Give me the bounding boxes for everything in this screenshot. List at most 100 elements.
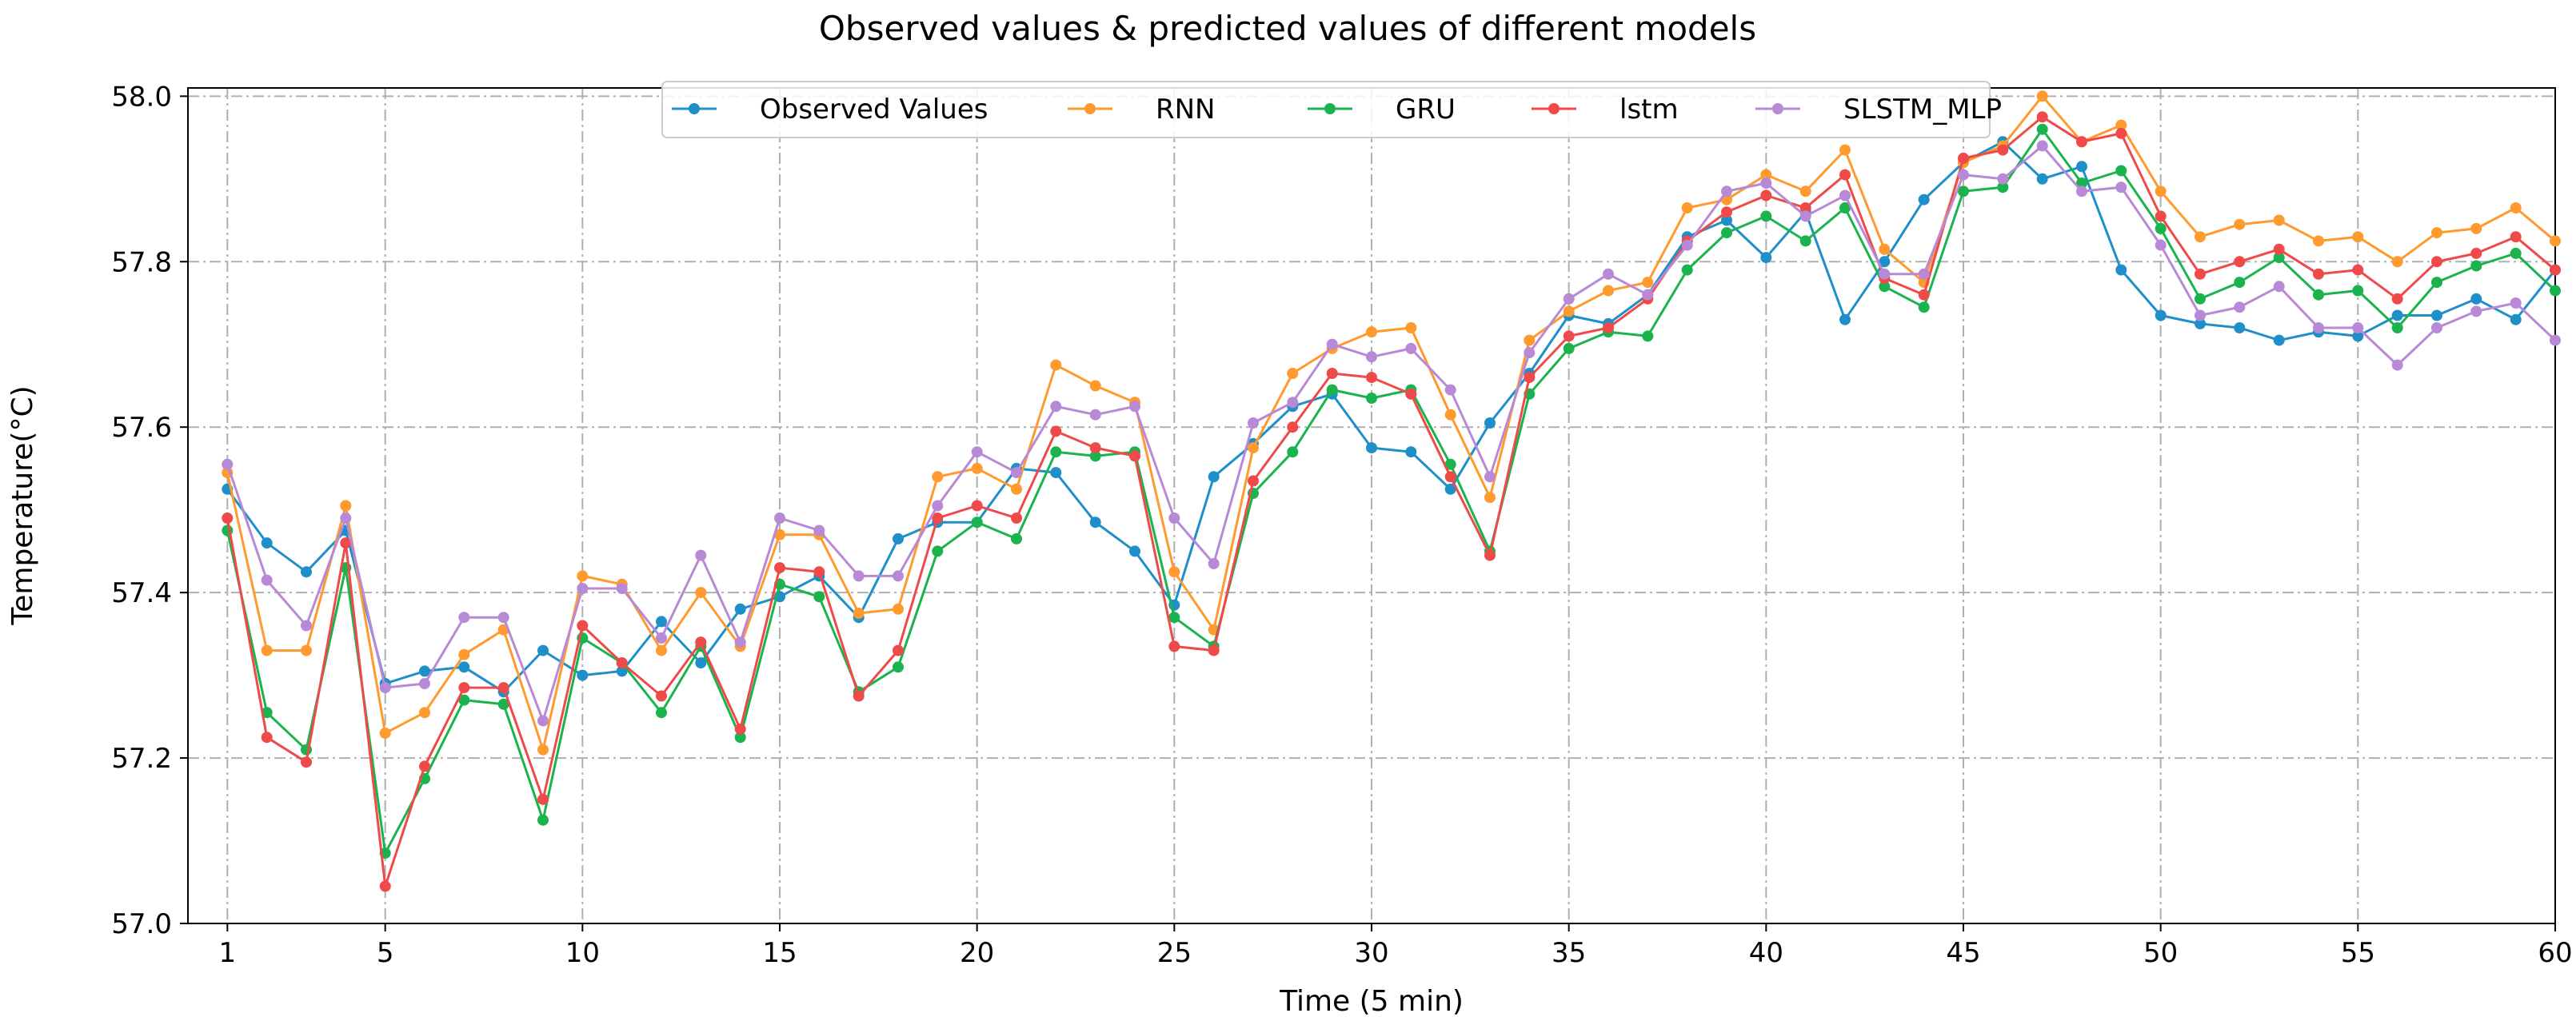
legend-marker-observed-values: [689, 103, 700, 114]
slstm-mlp-point: [1603, 268, 1614, 280]
lstm-point: [458, 682, 470, 694]
observed-values-point: [656, 616, 667, 628]
lstm-point: [1287, 421, 1299, 433]
slstm-mlp-point: [2550, 334, 2561, 346]
lstm-point: [2076, 136, 2087, 148]
observed-values-point: [2352, 330, 2364, 342]
observed-values-point: [2155, 309, 2167, 321]
rnn-point: [853, 608, 865, 619]
lstm-point: [2352, 264, 2364, 276]
lstm-point: [1248, 475, 1259, 487]
x-tick-label: 15: [762, 937, 797, 969]
rnn-point: [537, 744, 549, 756]
gru-point: [2155, 222, 2167, 234]
lstm-point: [2391, 293, 2403, 305]
gru-point: [1879, 281, 1891, 293]
lstm-point: [1839, 169, 1851, 181]
lstm-line: [226, 115, 2556, 887]
slstm-mlp-point: [656, 632, 667, 644]
rnn-point: [301, 644, 312, 656]
gru-point: [1011, 532, 1022, 544]
series-gru: [222, 123, 2561, 859]
slstm-mlp-point: [340, 513, 352, 524]
observed-values-point: [301, 566, 312, 578]
rnn-point: [1168, 566, 1180, 578]
lstm-point: [853, 690, 865, 702]
x-tick-label: 10: [565, 937, 600, 969]
lstm-point: [774, 562, 785, 574]
slstm-mlp-point: [2313, 322, 2324, 333]
slstm-mlp-point: [1089, 409, 1101, 421]
lstm-point: [261, 732, 273, 744]
observed-values-point: [1129, 545, 1140, 557]
slstm-mlp-point: [458, 612, 470, 624]
slstm-mlp-point: [537, 715, 549, 727]
slstm-mlp-point: [261, 574, 273, 586]
lstm-point: [2470, 247, 2482, 259]
gru-point: [2234, 277, 2246, 289]
rnn-point: [2115, 119, 2127, 131]
gru-point: [2195, 293, 2206, 305]
slstm-mlp-point: [1129, 401, 1140, 413]
slstm-mlp-point: [1484, 471, 1496, 483]
rnn-point: [1839, 144, 1851, 156]
gru-point: [1997, 181, 2009, 193]
observed-values-point: [2195, 317, 2206, 329]
rnn-point: [2550, 235, 2561, 247]
rnn-point: [379, 728, 391, 739]
x-tick-label: 40: [1749, 937, 1783, 969]
slstm-mlp-point: [1287, 397, 1299, 409]
rnn-point: [2510, 202, 2522, 213]
observed-values-point: [2036, 173, 2048, 185]
observed-values-point: [1050, 467, 1062, 479]
slstm-mlp-point: [2195, 309, 2206, 321]
gru-point: [1721, 227, 1732, 239]
gru-point: [1918, 301, 1930, 313]
lstm-point: [971, 500, 983, 512]
lstm-point: [1799, 202, 1811, 213]
slstm-mlp-point: [813, 524, 825, 536]
observed-values-point: [1918, 193, 1930, 205]
rnn-point: [695, 587, 707, 599]
rnn-point: [2195, 231, 2206, 243]
rnn-point: [1563, 305, 1575, 317]
y-tick-label: 57.0: [111, 908, 172, 940]
lstm-point: [616, 657, 628, 669]
rnn-point: [1444, 409, 1456, 421]
observed-values-point: [2115, 264, 2127, 276]
gru-point: [2550, 285, 2561, 297]
rnn-point: [1248, 442, 1259, 454]
lstm-point: [656, 690, 667, 702]
slstm-mlp-point: [853, 570, 865, 582]
observed-values-point: [893, 532, 904, 544]
lstm-point: [893, 644, 904, 656]
legend-marker-gru: [1324, 103, 1336, 114]
x-tick-label: 1: [219, 937, 237, 969]
lstm-point: [1760, 189, 1772, 201]
legend-marker-slstm-mlp: [1772, 103, 1783, 114]
observed-values-point: [1405, 446, 1417, 458]
rnn-point: [2155, 185, 2167, 197]
observed-values-point: [458, 661, 470, 673]
y-tick-label: 57.6: [111, 412, 172, 444]
lstm-point: [1011, 513, 1022, 524]
lstm-point: [340, 537, 352, 549]
slstm-mlp-point: [2470, 305, 2482, 317]
slstm-mlp-point: [1918, 268, 1930, 280]
rnn-point: [1681, 202, 1693, 213]
slstm-mlp-point: [1168, 513, 1180, 524]
rnn-point: [1760, 169, 1772, 181]
slstm-mlp-point: [774, 513, 785, 524]
gru-point: [2391, 322, 2403, 333]
slstm-mlp-point: [497, 612, 509, 624]
rnn-point: [893, 603, 904, 615]
slstm-mlp-point: [893, 570, 904, 582]
x-tick-label: 45: [1946, 937, 1980, 969]
observed-values-point: [2470, 293, 2482, 305]
x-tick-label: 55: [2341, 937, 2375, 969]
observed-values-point: [695, 657, 707, 669]
slstm-mlp-point: [1799, 210, 1811, 222]
lstm-point: [1050, 425, 1062, 437]
legend-label-gru: GRU: [1396, 94, 1456, 126]
rnn-point: [1089, 380, 1101, 392]
